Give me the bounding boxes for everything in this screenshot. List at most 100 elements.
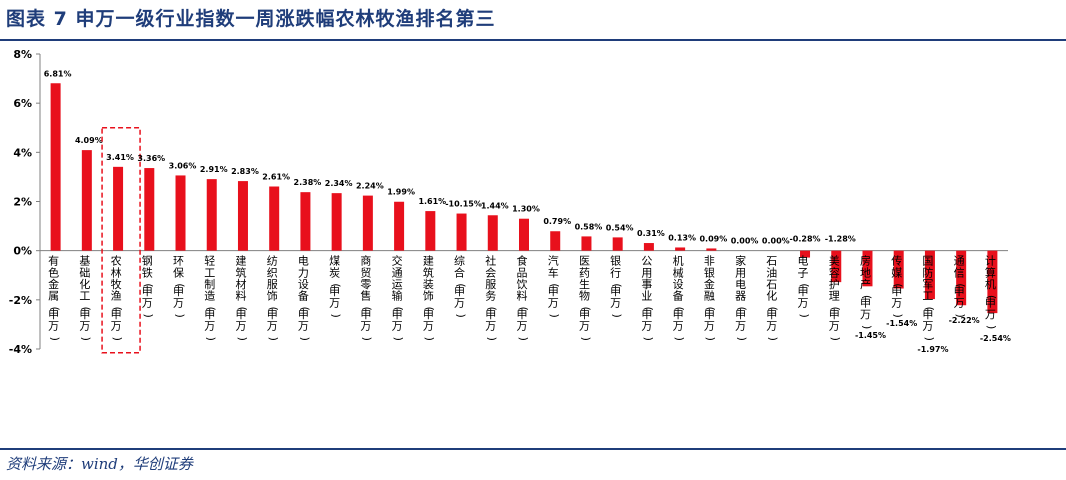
bar (487, 215, 498, 251)
category-label: 公用事业(申万) (641, 255, 654, 341)
y-tick-label: 2% (13, 196, 32, 209)
y-tick-label: -2% (9, 294, 32, 307)
bar (924, 250, 935, 300)
data-label: 0.00% (731, 237, 759, 246)
category-label: 房地产(申万) (860, 255, 873, 330)
y-tick-label: 6% (13, 97, 32, 110)
category-label: 农林牧渔(申万) (111, 254, 124, 341)
category-label: 机械设备(申万) (673, 254, 686, 341)
data-label: 3.41% (106, 153, 134, 162)
category-label: 建筑装饰(申万) (423, 254, 436, 341)
data-label: -10.15% (445, 200, 482, 209)
data-label: 0.00% (762, 237, 790, 246)
category-label: 家用电器(申万) (735, 254, 748, 341)
category-label: 社会服务(申万) (485, 254, 498, 341)
bar (175, 175, 186, 251)
category-label: 建筑材料(申万) (235, 254, 248, 341)
bar (269, 186, 280, 251)
bar (831, 250, 842, 283)
bar (643, 243, 654, 251)
category-label: 环保(申万) (173, 255, 186, 318)
bar (706, 248, 717, 251)
data-label: -1.45% (855, 331, 886, 340)
data-label: -2.22% (949, 316, 980, 325)
category-label: 纺织服饰(申万) (267, 254, 280, 341)
category-label: 电子(申万) (798, 255, 811, 318)
bar (456, 213, 467, 251)
data-label: -0.28% (789, 235, 820, 244)
category-label: 有色金属(申万) (48, 254, 61, 341)
data-label: 1.30% (512, 205, 540, 214)
category-label: 基础化工(申万) (79, 255, 92, 341)
source-note: 资料来源：wind，华创证券 (6, 455, 193, 473)
data-label: 1.44% (481, 201, 509, 210)
bar (800, 250, 811, 258)
top-rule (0, 39, 1066, 41)
bar (237, 181, 248, 251)
category-label: 非银金融(申万) (704, 255, 717, 341)
category-label: 轻工制造(申万) (204, 254, 217, 341)
data-label: -1.97% (917, 345, 948, 354)
bar (81, 150, 92, 251)
category-label: 交通运输(申万) (392, 254, 405, 341)
category-label: 医药生物(申万) (579, 255, 592, 341)
data-label: 2.24% (356, 182, 384, 191)
y-tick-label: -4% (9, 343, 32, 356)
bar (550, 231, 561, 251)
bar (394, 201, 405, 251)
category-label: 计算机(申万) (985, 255, 998, 330)
chart-title: 图表 7 申万一级行业指数一周涨跌幅农林牧渔排名第三 (6, 8, 496, 30)
category-label: 食品饮料(申万) (517, 254, 530, 341)
category-label: 汽车(申万) (548, 254, 561, 318)
data-label: -1.28% (825, 235, 856, 244)
data-label: 2.61% (262, 173, 290, 182)
bar (206, 179, 217, 251)
category-label: 综合(申万) (454, 254, 467, 318)
bar-chart: -4% -2% 0% 2% 4% 6% 8% 有色金属(申万) 6.81% 基础化工(申万) 4.0… (9, 48, 1011, 356)
bottom-rule (0, 448, 1066, 450)
data-label: 3.06% (169, 161, 197, 170)
bar (675, 247, 686, 251)
category-label: 煤炭(申万) (329, 255, 342, 318)
data-label: 4.09% (75, 136, 103, 145)
data-label: 0.09% (699, 234, 727, 243)
bar (956, 250, 967, 306)
data-label: 0.54% (606, 223, 634, 232)
data-label: 3.36% (137, 154, 165, 163)
data-label: 1.61% (418, 197, 446, 206)
y-tick-label: 0% (13, 245, 32, 258)
data-label: 0.79% (543, 217, 571, 226)
y-tick-label: 8% (13, 48, 32, 61)
bar (987, 250, 998, 314)
category-label: 钢铁(申万) (142, 255, 155, 318)
bar (893, 250, 904, 289)
category-label: 石油石化(申万) (766, 255, 779, 341)
category-label: 美容护理(申万) (829, 255, 842, 341)
category-label: 通信(申万) (954, 255, 967, 318)
bar (425, 211, 436, 251)
bar (362, 195, 373, 251)
data-label: -1.54% (886, 319, 917, 328)
bar (612, 237, 623, 251)
category-label: 电力设备(申万) (298, 255, 311, 341)
category-label: 商贸零售(申万) (360, 254, 373, 341)
category-label: 银行(申万) (610, 254, 623, 318)
data-label: 2.91% (200, 165, 228, 174)
data-label: 2.34% (325, 179, 353, 188)
data-label: 1.99% (387, 188, 415, 197)
data-label: 0.13% (668, 233, 696, 242)
category-label: 传媒(申万) (891, 255, 904, 318)
data-label: -2.54% (980, 334, 1011, 343)
data-label: 2.38% (294, 178, 322, 187)
bar (519, 218, 529, 251)
data-label: 0.58% (575, 222, 603, 231)
category-label: 国防军工(申万) (922, 255, 935, 341)
data-label: 2.83% (231, 167, 259, 176)
bar (113, 166, 124, 251)
bar (331, 193, 342, 251)
bar (300, 192, 311, 251)
bar (862, 250, 873, 287)
highlight-box (101, 127, 141, 354)
bar (144, 168, 155, 251)
bar (50, 83, 61, 251)
